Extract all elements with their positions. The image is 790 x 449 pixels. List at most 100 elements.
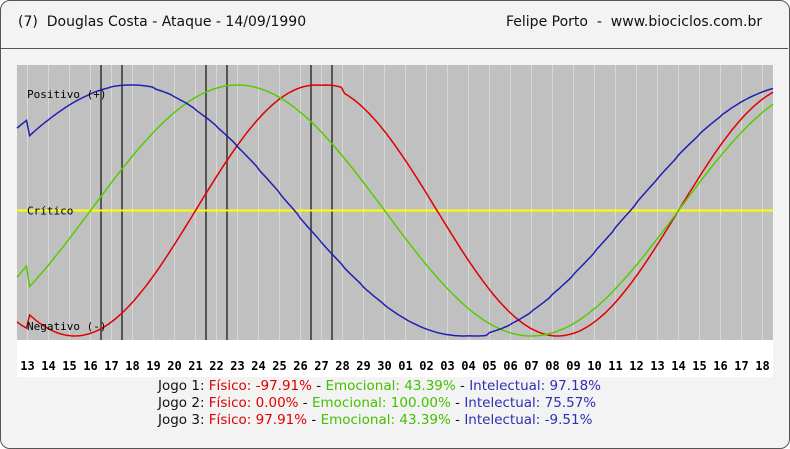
data-point-intelectual [447, 334, 449, 336]
x-tick-label: 30 [377, 359, 391, 373]
data-point-intelectual [174, 96, 176, 98]
x-tick-label: 14 [41, 359, 55, 373]
data-point-emocional [657, 238, 659, 240]
data-point-fisico [132, 301, 134, 303]
data-point-emocional [342, 155, 344, 157]
data-point-intelectual [69, 104, 71, 106]
data-point-intelectual [468, 335, 470, 337]
data-point-emocional [363, 182, 365, 184]
data-point-fisico [552, 335, 554, 337]
data-point-intelectual [615, 227, 617, 229]
x-tick-label: 16 [83, 359, 97, 373]
legend-intelectual: Intelectual: -9.51% [464, 412, 593, 428]
x-tick-label: 22 [209, 359, 223, 373]
data-point-emocional [279, 97, 281, 99]
data-point-emocional [636, 264, 638, 266]
data-point-emocional [27, 288, 29, 290]
x-tick-label: 13 [20, 359, 34, 373]
data-point-emocional [90, 210, 92, 212]
x-tick-label: 27 [314, 359, 328, 373]
data-point-emocional [741, 132, 743, 134]
data-point-fisico [27, 312, 29, 314]
x-tick-label: 09 [566, 359, 580, 373]
x-tick-label: 15 [692, 359, 706, 373]
data-point-intelectual [531, 310, 533, 312]
x-tick-label: 26 [293, 359, 307, 373]
biorhythm-chart: Positivo (+) Crítico Negativo (-) 13 14 15 16 1… [16, 65, 774, 377]
data-point-fisico [153, 275, 155, 277]
x-tick-label: 18 [125, 359, 139, 373]
legend-fisico: Físico: -97.91% [208, 378, 312, 394]
data-point-fisico [594, 321, 596, 323]
data-point-fisico [426, 193, 428, 195]
data-point-fisico [531, 328, 533, 330]
data-point-intelectual [363, 286, 365, 288]
data-point-intelectual [279, 193, 281, 195]
data-point-emocional [468, 308, 470, 310]
data-point-emocional [405, 238, 407, 240]
author-site: Felipe Porto - www.biociclos.com.br [506, 14, 763, 30]
data-point-fisico [363, 107, 365, 109]
data-point-intelectual [699, 133, 701, 135]
data-point-fisico [321, 84, 323, 86]
data-point-intelectual [321, 242, 323, 244]
data-point-emocional [447, 288, 449, 290]
data-point-fisico [69, 335, 71, 337]
legend-row: Jogo 2: Físico: 0.00% - Emocional: 100.0… [158, 395, 596, 411]
data-point-intelectual [636, 202, 638, 204]
x-tick-label: 14 [671, 359, 685, 373]
data-point-intelectual [510, 323, 512, 325]
data-point-intelectual [405, 318, 407, 320]
legend-emocional: Emocional: 100.00% [311, 395, 451, 411]
legend-fisico: Físico: 0.00% [208, 395, 299, 411]
series-line-emocional [16, 84, 774, 337]
x-tick-label: 29 [356, 359, 370, 373]
data-point-emocional [195, 97, 197, 99]
data-point-emocional [720, 155, 722, 157]
x-tick-label: 08 [545, 359, 559, 373]
data-point-fisico [573, 333, 575, 335]
plot-area [17, 65, 773, 340]
data-point-emocional [426, 264, 428, 266]
x-tick-label: 16 [713, 359, 727, 373]
critical-label: Crítico [27, 205, 73, 218]
data-point-intelectual [762, 91, 764, 93]
x-tick-label: 11 [608, 359, 622, 373]
data-point-fisico [468, 260, 470, 262]
x-tick-label: 01 [398, 359, 412, 373]
x-tick-label: 06 [503, 359, 517, 373]
legend-intelectual: Intelectual: 75.57% [464, 395, 597, 411]
positive-label: Positivo (+) [27, 88, 106, 101]
x-tick-label: 15 [62, 359, 76, 373]
series-line-intelectual [16, 84, 774, 337]
data-point-emocional [489, 323, 491, 325]
data-point-emocional [615, 288, 617, 290]
data-point-intelectual [678, 154, 680, 156]
legend-separator: - [307, 412, 321, 428]
data-point-intelectual [132, 84, 134, 86]
x-tick-label: 20 [167, 359, 181, 373]
x-tick-label: 17 [734, 359, 748, 373]
x-tick-label: 23 [230, 359, 244, 373]
legend-game-label: Jogo 1: [158, 378, 209, 394]
data-point-fisico [195, 210, 197, 212]
x-tick-label: 24 [251, 359, 265, 373]
legend-row: Jogo 1: Físico: -97.91% - Emocional: 43.… [158, 378, 601, 394]
data-point-intelectual [216, 126, 218, 128]
data-point-intelectual [657, 178, 659, 180]
data-point-fisico [405, 160, 407, 162]
data-point-emocional [510, 332, 512, 334]
data-point-fisico [258, 118, 260, 120]
x-tick-label: 13 [650, 359, 664, 373]
x-tick-label: 12 [629, 359, 643, 373]
data-point-fisico [174, 244, 176, 246]
data-point-fisico [510, 312, 512, 314]
legend-intelectual: Intelectual: 97.18% [469, 378, 601, 394]
x-tick-label: 02 [419, 359, 433, 373]
data-point-emocional [237, 84, 239, 86]
data-point-fisico [300, 87, 302, 89]
data-point-emocional [300, 112, 302, 114]
data-point-intelectual [258, 169, 260, 171]
data-point-intelectual [720, 115, 722, 117]
data-point-emocional [573, 323, 575, 325]
